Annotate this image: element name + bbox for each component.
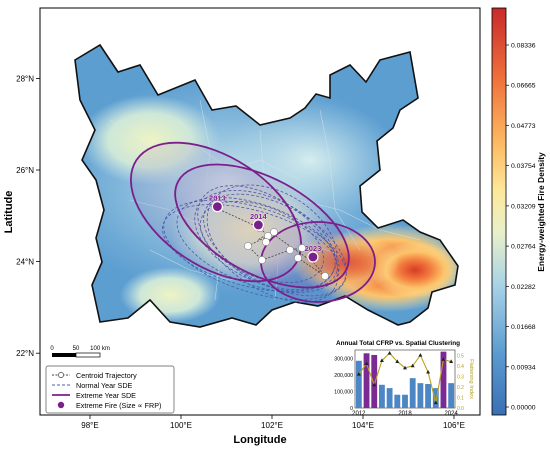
line-circle-icon	[52, 372, 70, 378]
extreme-fire-point	[252, 219, 264, 231]
x-axis-label: Longitude	[233, 434, 286, 446]
colorbar-tick-label: 0.03209	[511, 203, 536, 210]
inset-x-axis: 2012 2018 2024	[352, 411, 458, 417]
inset-x-tick-label: 2024	[444, 411, 458, 417]
purple-dot-icon	[57, 401, 65, 409]
inset-bar-2017	[394, 394, 401, 408]
inset-y2-tick-label: 0.0	[457, 406, 464, 412]
colorbar-tick-label: 0.06665	[511, 83, 536, 90]
scale-label-100: 100 km	[90, 346, 110, 352]
inset-y-tick-label: 0	[350, 406, 353, 412]
colorbar-ticks: 0.08336 0.06665 0.04773 0.03754 0.03209 0.027…	[506, 43, 536, 412]
y-tick-label: 24°N	[16, 258, 34, 267]
colorbar-tick-label: 0.08336	[511, 43, 536, 50]
legend-label-extreme: Extreme Year SDE	[76, 391, 136, 400]
inset-chart: Annual Total CFRP vs. Spatial Clustering…	[317, 338, 475, 417]
colorbar-tick-label: 0.04773	[511, 123, 536, 130]
flattening-marker-2020	[418, 353, 423, 357]
inset-title: Annual Total CFRP vs. Spatial Clustering	[336, 340, 460, 347]
inset-bar-2013	[363, 353, 370, 408]
y-tick-label: 28°N	[16, 74, 34, 83]
legend: Centroid Trajectory Normal Year SDE Extr…	[45, 365, 175, 414]
x-axis-ticks: 98°E 100°E 102°E 104°E 106°E	[81, 415, 465, 430]
y-tick-label: 26°N	[16, 166, 34, 175]
scale-bar: 0 50 100 km	[50, 346, 110, 358]
flattening-marker-2015	[379, 358, 384, 362]
x-tick-label: 100°E	[170, 421, 192, 430]
extreme-year-label: 2014	[250, 212, 268, 221]
legend-label-trajectory: Centroid Trajectory	[76, 371, 137, 380]
scale-label-0: 0	[50, 346, 54, 352]
flattening-marker-2017	[395, 359, 400, 363]
x-tick-label: 104°E	[352, 421, 374, 430]
inset-y-tick-label: 100,000	[334, 389, 353, 395]
inset-y2-tick-label: 0.2	[457, 385, 464, 391]
inset-y-tick-label: 200,000	[334, 373, 353, 379]
x-tick-label: 102°E	[261, 421, 283, 430]
extreme-fire-points: 2013 2014 2023	[209, 193, 322, 263]
extreme-fire-point	[307, 251, 319, 263]
flattening-marker-2014	[372, 382, 377, 387]
inset-y-tick-label: 300,000	[334, 356, 353, 362]
inset-bar-2015	[379, 384, 385, 408]
inset-y2-label: Flattening Index	[468, 359, 474, 399]
centroid-trajectory	[215, 207, 329, 280]
inset-y2-tick-label: 0.1	[457, 395, 464, 401]
flattening-marker-2019	[410, 363, 415, 368]
y-tick-label: 22°N	[16, 349, 34, 358]
flattening-marker-2016	[387, 350, 392, 355]
legend-label-fire: Extreme Fire (Size ∝ FRP)	[76, 401, 161, 410]
inset-y2-axis: 0.5 0.4 0.3 0.2 0.1 0.0	[457, 353, 464, 412]
inset-bar-2024	[448, 383, 455, 408]
colorbar-label: Energy-weighted Fire Density	[536, 152, 546, 272]
inset-bar-2020	[417, 383, 424, 408]
inset-bar-2021	[425, 383, 431, 408]
extreme-year-label: 2013	[209, 194, 226, 203]
inset-bar-2014	[371, 354, 378, 408]
inset-y-axis: 300,000 200,000 100,000 0	[334, 356, 353, 412]
flattening-marker-2022	[433, 400, 438, 405]
scale-label-50: 50	[73, 346, 80, 352]
x-tick-label: 106°E	[443, 421, 465, 430]
x-tick-label: 98°E	[81, 421, 98, 430]
inset-x-tick-label: 2012	[352, 411, 366, 417]
legend-label-normal: Normal Year SDE	[76, 381, 133, 390]
inset-bars	[355, 351, 455, 408]
colorbar-tick-label: 0.01668	[511, 324, 536, 331]
colorbar: 0.08336 0.06665 0.04773 0.03754 0.03209 0.027…	[491, 7, 546, 416]
colorbar-tick-label: 0.00934	[511, 364, 536, 371]
inset-line	[356, 350, 454, 405]
flattening-marker-2024	[449, 359, 454, 363]
flattening-marker-2023	[441, 357, 446, 361]
inset-bar-2018	[402, 394, 408, 408]
inset-y2-tick-label: 0.3	[457, 374, 464, 380]
y-axis-label: Latitude	[3, 191, 15, 234]
inset-bar-2019	[409, 378, 416, 408]
colorbar-tick-label: 0.00000	[511, 405, 536, 412]
colorbar-tick-label: 0.02764	[511, 244, 536, 251]
inset-bar-2012	[355, 360, 362, 408]
y-axis-ticks: 28°N 26°N 24°N 22°N	[16, 74, 40, 358]
inset-y2-tick-label: 0.4	[457, 364, 464, 370]
inset-y2-tick-label: 0.5	[457, 353, 464, 359]
colorbar-tick-label: 0.03754	[511, 163, 536, 170]
inset-bar-2016	[386, 388, 393, 408]
inset-bar-2023	[440, 351, 447, 408]
inset-x-tick-label: 2018	[398, 411, 412, 417]
flattening-marker-2021	[426, 369, 431, 374]
colorbar-tick-label: 0.02282	[511, 284, 536, 291]
county-boundaries	[109, 99, 421, 301]
inset-bar-2022	[432, 388, 439, 408]
flattening-marker-2018	[403, 365, 407, 370]
flattening-marker-2013	[364, 361, 369, 366]
extreme-year-label: 2023	[305, 244, 322, 253]
extreme-fire-point	[211, 201, 223, 213]
flattening-marker-2012	[356, 372, 361, 376]
